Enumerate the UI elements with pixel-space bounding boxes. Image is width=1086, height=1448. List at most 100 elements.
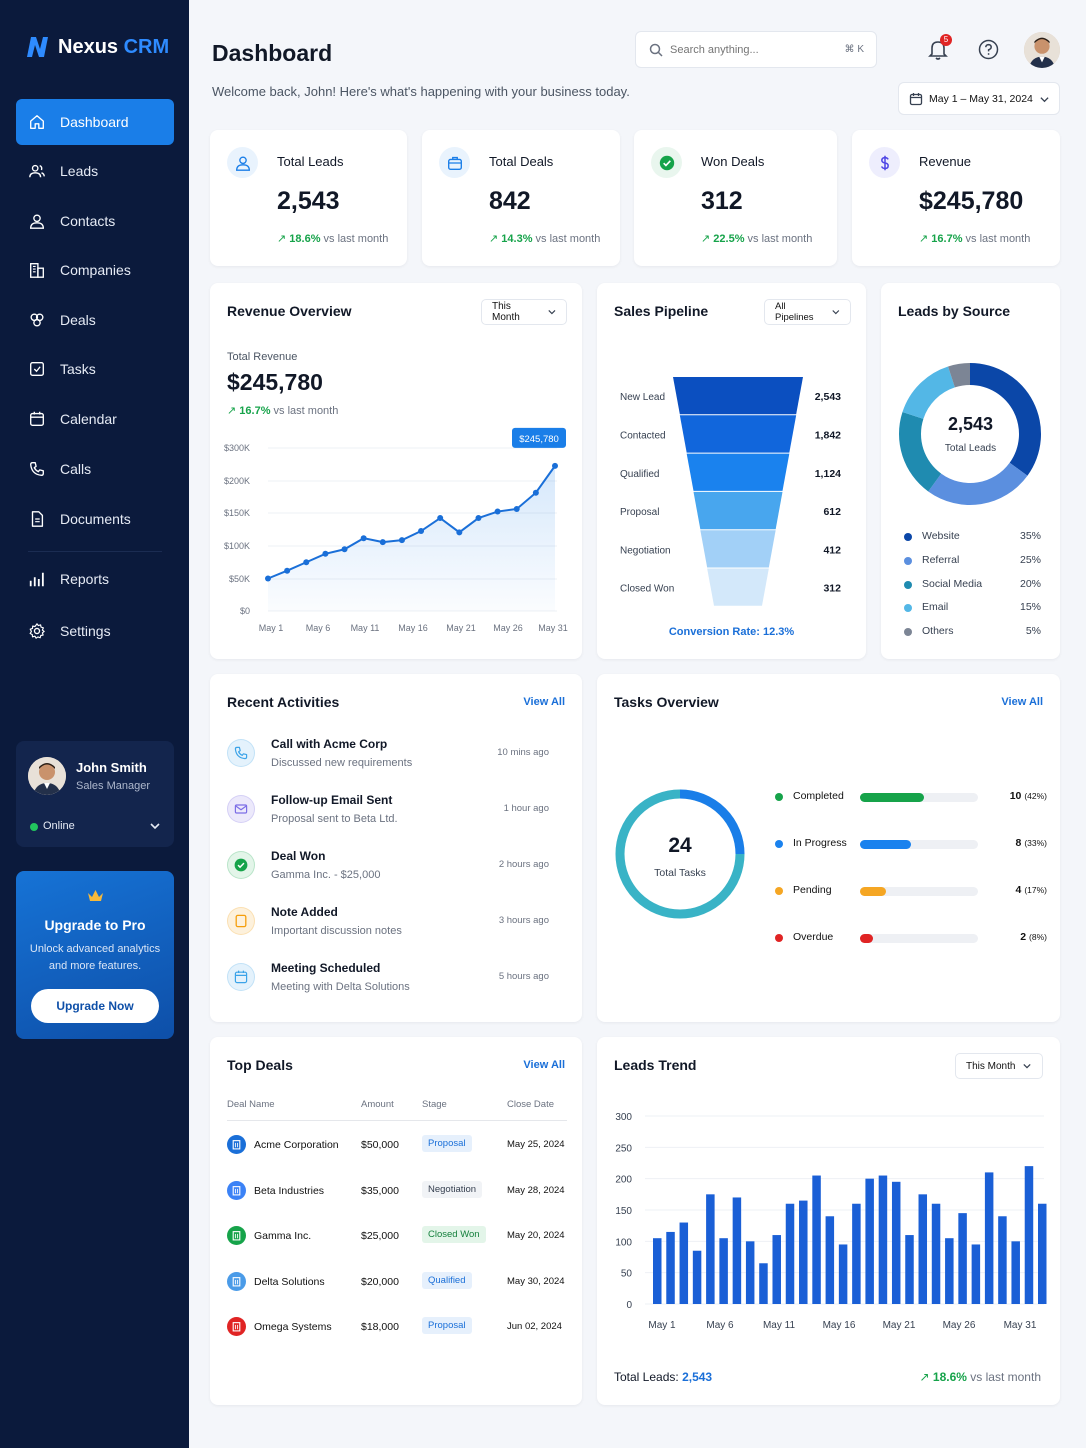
donut-center-value: 2,543 bbox=[947, 414, 994, 434]
sidebar-item-settings[interactable]: Settings bbox=[16, 608, 174, 654]
leads-trend-total-label: Total Leads: bbox=[614, 1370, 679, 1384]
top-deals-view-all[interactable]: View All bbox=[523, 1059, 565, 1071]
column-header: Deal Name bbox=[227, 1099, 275, 1110]
x-tick-label: May 26 bbox=[493, 623, 523, 633]
pipeline-card: Sales Pipeline All Pipelines New Lead 2,5… bbox=[597, 283, 866, 659]
chevron-down-icon[interactable] bbox=[150, 821, 160, 831]
tasks-ring-chart bbox=[615, 789, 745, 919]
trend-bar bbox=[785, 1203, 795, 1304]
trend-bar bbox=[852, 1203, 861, 1304]
revenue-change-value: 16.7% bbox=[239, 405, 271, 417]
search-icon bbox=[649, 43, 663, 57]
status-dot bbox=[775, 840, 783, 848]
activities-view-all[interactable]: View All bbox=[523, 696, 565, 708]
legend-item: Social Media 20% bbox=[904, 578, 1041, 592]
table-row[interactable]: Delta Solutions $20,000 Qualified May 30, 2… bbox=[227, 1269, 567, 1299]
table-row[interactable]: Acme Corporation $50,000 Proposal May 25, 2… bbox=[227, 1132, 567, 1162]
column-header: Stage bbox=[422, 1099, 447, 1110]
y-tick-label: 100 bbox=[615, 1237, 632, 1248]
user-card[interactable]: John Smith Sales Manager Online bbox=[16, 741, 174, 847]
column-header: Close Date bbox=[507, 1099, 554, 1110]
trend-bar bbox=[653, 1238, 662, 1304]
nav-divider bbox=[28, 551, 162, 552]
task-status-label: In Progress bbox=[793, 837, 847, 849]
sidebar: Nexus CRM Dashboard Leads Contacts Companie… bbox=[0, 0, 189, 1448]
funnel-stage-label: New Lead bbox=[620, 392, 665, 403]
activity-desc: Important discussion notes bbox=[271, 925, 402, 937]
notification-button[interactable]: 5 bbox=[927, 34, 952, 62]
list-item[interactable]: Follow-up Email Sent Proposal sent to Bet… bbox=[227, 793, 559, 843]
funnel-stage-value: 1,842 bbox=[815, 429, 841, 441]
ring-segment bbox=[615, 789, 745, 919]
top-deals-title: Top Deals bbox=[227, 1057, 293, 1073]
sidebar-item-tasks[interactable]: Tasks bbox=[16, 346, 174, 392]
trend-bar bbox=[706, 1194, 715, 1304]
list-item[interactable]: Meeting Scheduled Meeting with Delta Solu… bbox=[227, 961, 559, 1011]
sidebar-item-dashboard[interactable]: Dashboard bbox=[16, 99, 174, 145]
sidebar-item-documents[interactable]: Documents bbox=[16, 496, 174, 542]
leads-trend-change-value: 18.6% bbox=[932, 1370, 967, 1384]
help-icon[interactable] bbox=[978, 39, 999, 60]
sidebar-item-contacts[interactable]: Contacts bbox=[16, 198, 174, 244]
sidebar-item-leads[interactable]: Leads bbox=[16, 148, 174, 194]
crown-icon bbox=[88, 890, 103, 901]
avatar bbox=[28, 757, 66, 795]
upgrade-title: Upgrade to Pro bbox=[44, 917, 146, 933]
sidebar-item-companies[interactable]: Companies bbox=[16, 247, 174, 293]
leads-trend-card: Leads Trend This Month 0 50 100 150 200 250 30… bbox=[597, 1037, 1060, 1405]
upgrade-text-1: Unlock advanced analytics bbox=[29, 943, 161, 955]
sidebar-item-calendar[interactable]: Calendar bbox=[16, 396, 174, 442]
funnel-stage-label: Contacted bbox=[620, 430, 666, 441]
list-item[interactable]: Deal Won Gamma Inc. - $25,000 2 hours ago bbox=[227, 849, 559, 899]
tasks-title: Tasks Overview bbox=[614, 694, 719, 710]
trend-bar bbox=[838, 1244, 848, 1304]
table-row[interactable]: Gamma Inc. $25,000 Closed Won May 20, 2024 bbox=[227, 1223, 567, 1253]
note-icon bbox=[235, 914, 247, 928]
kpi-label: Won Deals bbox=[701, 154, 765, 169]
task-status-label: Pending bbox=[793, 884, 832, 896]
document-icon bbox=[31, 511, 44, 527]
company-logo-icon bbox=[227, 1180, 246, 1200]
phone-icon bbox=[234, 746, 248, 760]
list-item[interactable]: Note Added Important discussion notes 3 ho… bbox=[227, 905, 559, 955]
donut-slice-website bbox=[970, 363, 1041, 476]
revenue-change-suffix: vs last month bbox=[273, 405, 339, 417]
revenue-period-select[interactable]: This Month bbox=[481, 299, 567, 325]
status-badge: Proposal bbox=[422, 1135, 472, 1152]
pipeline-select[interactable]: All Pipelines bbox=[764, 299, 851, 325]
activity-title: Follow-up Email Sent bbox=[271, 793, 393, 807]
data-point bbox=[475, 515, 482, 522]
trend-bar bbox=[719, 1238, 728, 1304]
activity-desc: Proposal sent to Beta Ltd. bbox=[271, 813, 398, 825]
search-box[interactable]: ⌘ K bbox=[635, 31, 877, 68]
activity-title: Note Added bbox=[271, 905, 338, 919]
header-avatar[interactable] bbox=[1024, 32, 1060, 68]
trend-bar bbox=[692, 1250, 702, 1304]
sidebar-item-calls[interactable]: Calls bbox=[16, 446, 174, 492]
table-row[interactable]: Beta Industries $35,000 Negotiation May 28,… bbox=[227, 1178, 567, 1208]
progress-fill bbox=[860, 887, 886, 896]
trend-up-icon: ↗ bbox=[489, 233, 499, 245]
x-tick-label: May 11 bbox=[763, 1320, 795, 1331]
upgrade-button[interactable]: Upgrade Now bbox=[31, 989, 159, 1023]
search-input[interactable] bbox=[670, 41, 830, 59]
calendar-icon bbox=[30, 411, 44, 426]
list-item[interactable]: Call with Acme Corp Discussed new require… bbox=[227, 737, 559, 787]
trend-bar bbox=[865, 1178, 874, 1304]
task-status-row: Pending 4 (17%) bbox=[775, 883, 1047, 903]
sidebar-item-deals[interactable]: Deals bbox=[16, 297, 174, 343]
y-tick-label: 150 bbox=[615, 1206, 632, 1217]
table-row[interactable]: Omega Systems $18,000 Proposal Jun 02, 2024 bbox=[227, 1314, 567, 1344]
date-range-picker[interactable]: May 1 – May 31, 2024 bbox=[898, 82, 1060, 115]
task-count: 4 (17%) bbox=[1015, 884, 1047, 896]
tasks-view-all[interactable]: View All bbox=[1001, 696, 1043, 708]
data-point bbox=[379, 539, 386, 546]
status-badge: Qualified bbox=[422, 1271, 472, 1289]
status-dot bbox=[775, 793, 783, 801]
app-logo[interactable]: Nexus CRM bbox=[24, 34, 169, 60]
tooltip-label: $245,780 bbox=[519, 434, 559, 445]
kpi-card-revenue: Revenue $245,780 ↗ 16.7% vs last month bbox=[852, 130, 1060, 266]
pipeline-select-label: All Pipelines bbox=[775, 301, 814, 323]
sidebar-item-reports[interactable]: Reports bbox=[16, 556, 174, 602]
leads-trend-select[interactable]: This Month bbox=[955, 1053, 1043, 1079]
